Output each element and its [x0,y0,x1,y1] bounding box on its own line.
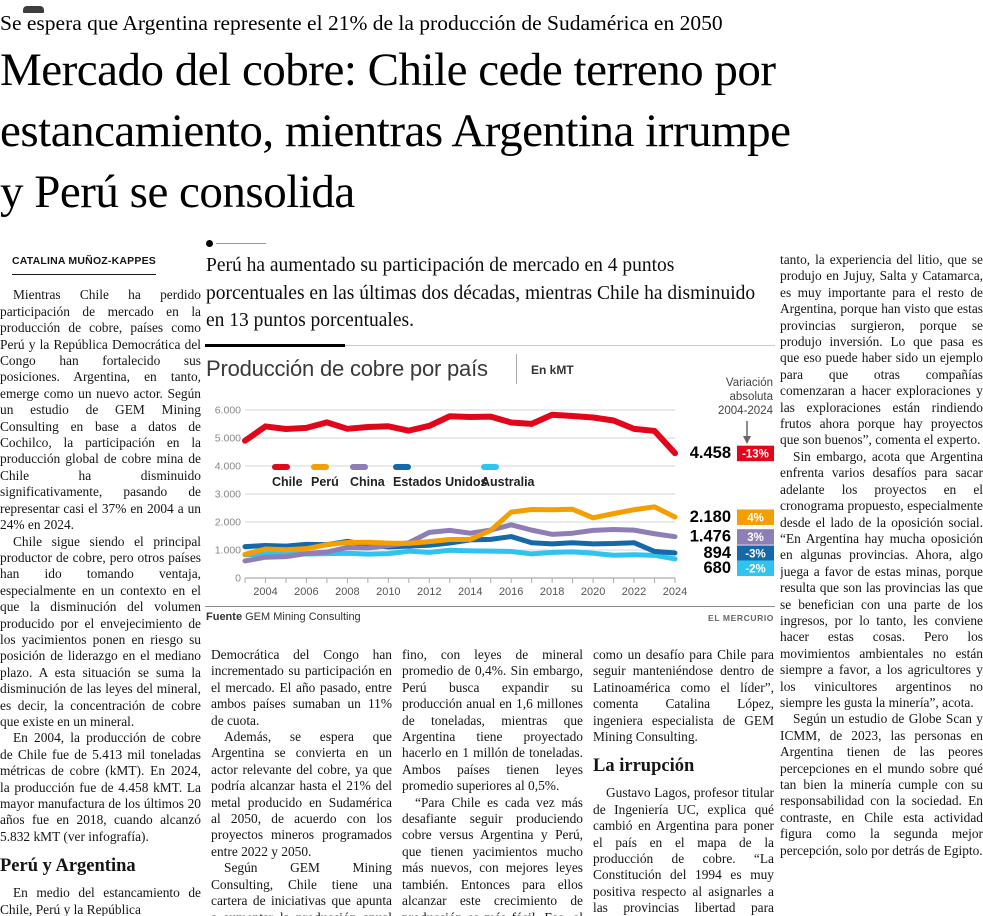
chart-units-label: En kMT [531,363,574,377]
y-tick-label: 3.000 [215,489,241,501]
end-value-label: 680 [703,559,731,577]
x-tick-label: 2020 [581,586,605,598]
chart-plot-area: 6.000 5.000 4.000 3.000 2.000 1.000 0 2004 2006 2… [215,405,774,598]
chart-credit: EL MERCURIO [708,613,774,623]
article-paragraph: Gustavo Lagos, profesor titular de Ingen… [593,785,774,916]
legend-label: Chile [272,475,303,489]
chart-annotation: Variación absoluta 2004-2024 [678,376,773,418]
y-tick-label: 0 [235,573,241,585]
x-tick-label: 2012 [417,586,441,598]
change-badge-label: 3% [747,532,764,544]
x-tick-label: 2018 [540,586,564,598]
headline: Mercado del cobre: Chile cede terreno po… [0,44,791,218]
x-tick-label: 2016 [499,586,523,598]
source-name: GEM Mining Consulting [245,611,361,623]
source-label: Fuente [206,611,243,623]
copper-production-chart: Producción de cobre por país En kMT Vari… [205,344,775,628]
article-paragraph: “Para Chile es cada vez más desafiante s… [402,794,583,916]
change-badge-label: -13% [742,449,769,461]
x-tick-label: 2008 [335,586,359,598]
change-badge [737,560,774,576]
article-column-left-body: Mientras Chile ha perdido participación … [0,287,201,916]
end-value-label: 4.458 [690,444,731,462]
chart-source: Fuente GEM Mining Consulting [206,611,361,623]
article-column-right: tanto, la experiencia del litio, que se … [780,252,983,916]
article-paragraph: fino, con leyes de mineral promedio de 0… [402,647,583,794]
article-paragraph: Sin embargo, acota que Argentina enfrent… [780,448,983,710]
legend-swatch [311,464,329,470]
section-subhead: La irrupción [593,756,695,777]
x-tick-label: 2010 [376,586,400,598]
y-tick-label: 1.000 [215,545,241,557]
x-tick-label: 2024 [663,586,687,598]
article-paragraph: Mientras Chile ha perdido participación … [0,287,201,533]
byline: CATALINA MUÑOZ-KAPPES [12,253,156,276]
lede-rule [216,243,266,244]
y-tick-label: 5.000 [215,433,241,445]
chart-top-bar [205,344,345,347]
end-value-label: 2.180 [690,508,731,526]
center-region: Perú ha aumentado su participación de me… [205,238,775,916]
section-subhead: Perú y Argentina [0,856,136,877]
chart-footer-rule [205,606,775,607]
x-tick-label: 2006 [294,586,318,598]
annotation-arrow-down-icon [743,421,751,444]
x-tick-label: 2004 [253,586,277,598]
legend-swatch [393,464,411,470]
change-badge-label: -3% [745,548,765,560]
x-tick-label: 2014 [458,586,482,598]
chart-title-divider [516,354,517,384]
annotation-line: absoluta [729,391,773,403]
y-tick-label: 2.000 [215,517,241,529]
series-line-chile [242,411,678,457]
legend-label: China [350,475,386,489]
change-badge [737,445,774,462]
article-paragraph: como un desafío para Chile para seguir m… [593,647,774,745]
article-paragraph: Según GEM Mining Consulting, Chile tiene… [211,860,392,916]
legend-swatch [350,464,368,470]
change-badge-label: 4% [747,512,764,524]
legend-label: Estados Unidos [393,475,488,489]
middle-columns: Democrática del Congo han incrementado s… [211,647,775,916]
legend-swatch [272,464,290,470]
article-paragraph: tanto, la experiencia del litio, que se … [780,252,983,448]
y-tick-label: 6.000 [215,405,241,417]
legend-label: Perú [311,475,339,489]
series-line-perú [242,504,678,557]
change-badge-label: -2% [745,563,765,575]
end-value-label: 894 [703,544,731,562]
lede: Perú ha aumentado su participación de me… [206,255,756,331]
article-column-mid-1: Democrática del Congo han incrementado s… [211,647,392,916]
article-paragraph: Además, se espera que Argentina se convi… [211,729,392,859]
article-column-left: CATALINA MUÑOZ-KAPPES Mientras Chile ha … [0,250,201,916]
kicker: Se espera que Argentina represente el 21… [0,11,723,35]
legend-swatch [481,464,499,470]
x-tick-label: 2022 [622,586,646,598]
article-paragraph: En medio del estancamiento de Chile, Per… [0,885,201,916]
article-paragraph: Chile sigue siendo el principal producto… [0,533,201,729]
end-value-label: 1.476 [690,528,731,546]
y-tick-label: 4.000 [215,461,241,473]
annotation-line: 2004-2024 [718,405,773,417]
article-paragraph: Según un estudio de Globe Scan y ICMM, d… [780,711,983,858]
page-corner-mark [23,6,44,13]
annotation-line: Variación [725,377,773,389]
article-column-mid-3: como un desafío para Chile para seguir m… [593,647,774,916]
change-badge [737,545,774,561]
series-line-china [242,522,678,564]
lede-bullet-icon [206,240,213,247]
change-badge [737,529,774,545]
article-paragraph: En 2004, la producción de cobre de Chile… [0,730,201,844]
article-paragraph: Democrática del Congo han incrementado s… [211,647,392,728]
change-badge [737,509,774,525]
legend-label: Australia [481,475,536,489]
chart-title: Producción de cobre por país [206,356,488,381]
article-column-mid-2: fino, con leyes de mineral promedio de 0… [402,647,583,916]
